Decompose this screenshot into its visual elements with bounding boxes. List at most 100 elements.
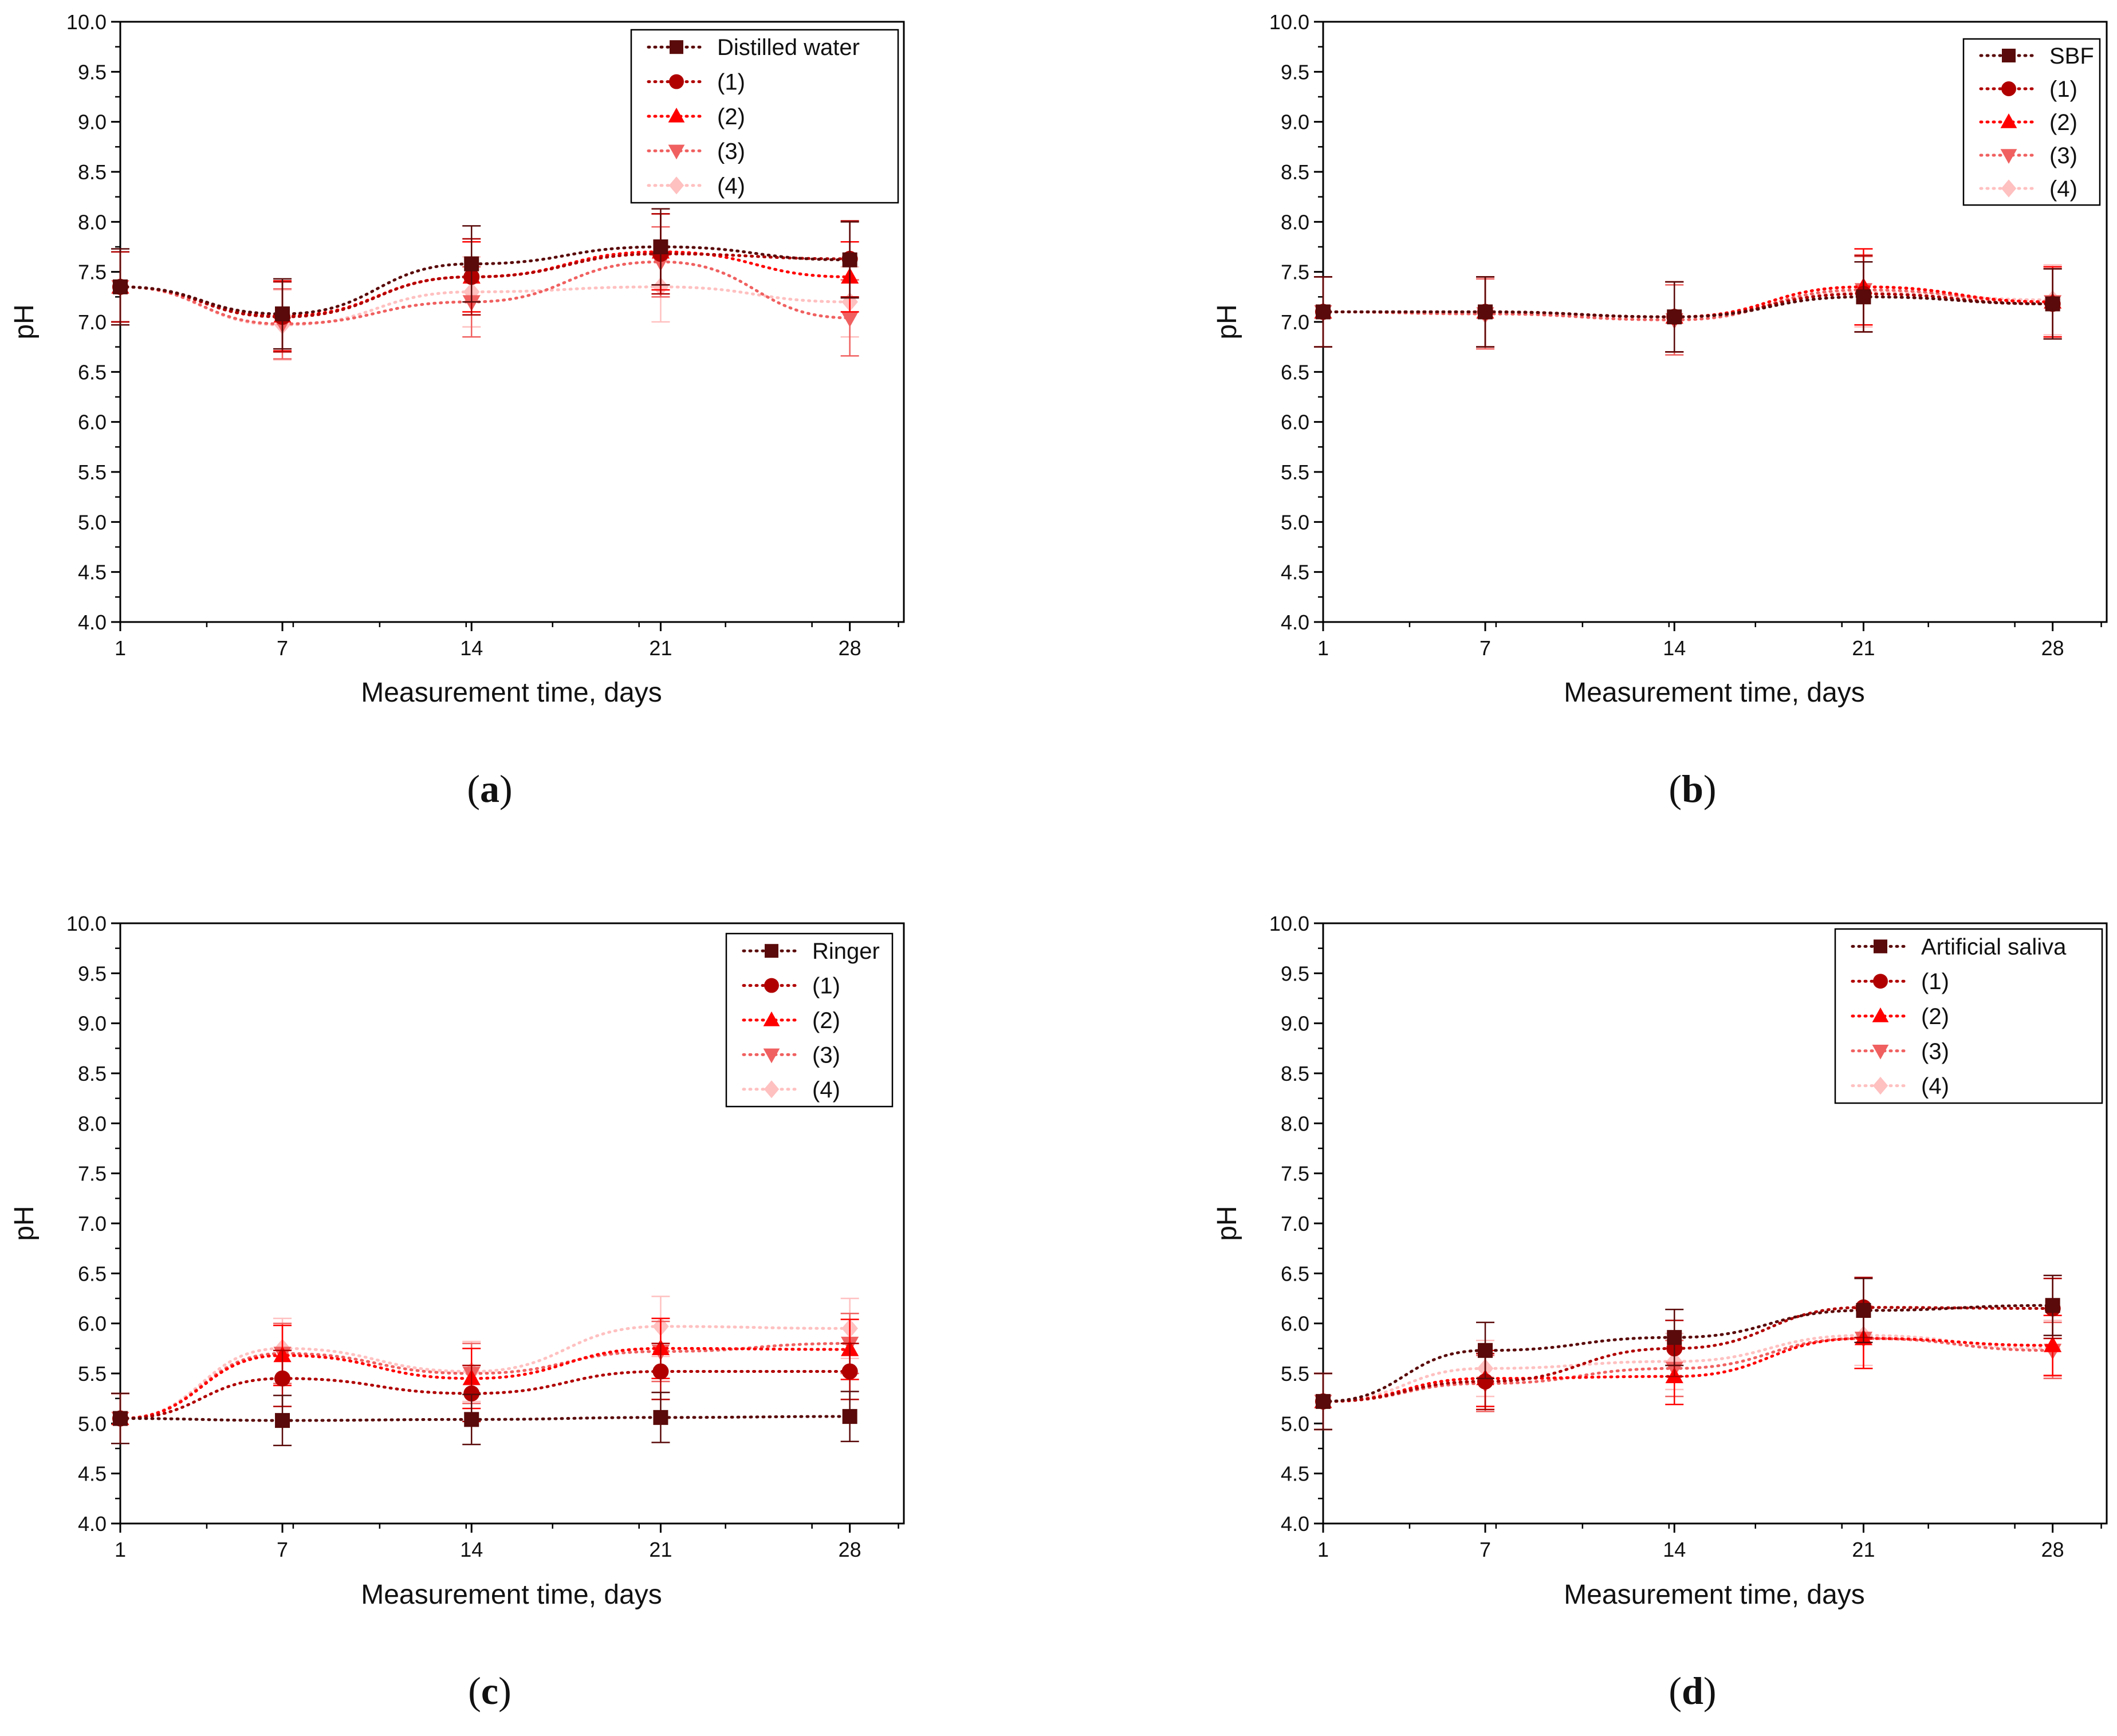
legend-marker (2001, 179, 2017, 198)
series-line (119, 245, 852, 316)
data-point (275, 1413, 290, 1428)
series-1 (1314, 1277, 2062, 1431)
panel-label-letter: a (480, 767, 499, 810)
y-tick-label: 4.5 (78, 1462, 107, 1486)
legend-label: Ringer (812, 939, 880, 964)
legend-item: (1) (742, 974, 840, 999)
legend-label: (3) (2049, 143, 2077, 168)
y-axis-title: pH (1212, 304, 1242, 339)
panel-label-close: ) (1703, 1669, 1717, 1713)
series-1 (111, 1343, 859, 1444)
data-point (113, 1411, 128, 1426)
legend-marker (2000, 113, 2017, 128)
series-line (119, 250, 852, 318)
data-point (1477, 1373, 1494, 1390)
y-tick-label: 8.5 (78, 160, 107, 184)
legend-marker (1873, 974, 1888, 989)
data-point (113, 279, 128, 294)
y-tick-label: 7.5 (78, 261, 107, 284)
legend-label: (3) (812, 1042, 840, 1068)
data-point (653, 239, 668, 254)
y-tick-label: 9.0 (1281, 111, 1309, 134)
series-1 (1314, 255, 2062, 353)
series-line (1321, 1334, 2055, 1403)
y-tick-label: 6.5 (1281, 360, 1309, 384)
data-point (1316, 1393, 1331, 1409)
series-line (119, 285, 852, 326)
y-tick-label: 6.0 (78, 1312, 107, 1336)
legend-label: Distilled water (717, 35, 860, 60)
panel-label-letter: c (481, 1669, 498, 1713)
series-3 (111, 1312, 859, 1444)
legend-marker (1872, 1045, 1889, 1060)
x-tick-label: 28 (839, 636, 861, 660)
data-point (1667, 1330, 1682, 1345)
panel-label-close: ) (1703, 767, 1717, 810)
panel-label-close: ) (499, 767, 513, 810)
series-line (119, 1415, 852, 1422)
x-tick-label: 28 (2041, 636, 2064, 660)
series-line (119, 1342, 852, 1420)
y-tick-label: 9.5 (78, 60, 107, 84)
data-point (653, 1410, 668, 1425)
y-tick-label: 5.5 (78, 1362, 107, 1385)
y-tick-label: 9.0 (1281, 1012, 1309, 1036)
x-axis-title: Measurement time, days (1564, 678, 1865, 708)
panel-label: (a) (467, 767, 512, 810)
series-4 (111, 1296, 859, 1444)
legend-item: (4) (647, 174, 745, 199)
legend-item: Distilled water (647, 35, 860, 60)
x-tick-label: 1 (115, 636, 126, 660)
legend-marker (668, 176, 684, 195)
x-tick-label: 14 (460, 636, 483, 660)
legend-label: (4) (812, 1077, 840, 1103)
legend-marker (1874, 939, 1887, 954)
legend-item: (3) (647, 139, 745, 164)
legend-label: (3) (1921, 1039, 1949, 1064)
legend-label: (1) (812, 974, 840, 999)
legend-label: Artificial saliva (1921, 934, 2067, 959)
panel-label-letter: d (1682, 1669, 1703, 1713)
legend: Distilled water (1) (2) (3) (4) (630, 29, 899, 204)
y-tick-label: 5.0 (1281, 1412, 1309, 1435)
legend-marker (763, 1011, 780, 1026)
y-tick-label: 8.0 (1281, 1112, 1309, 1135)
x-tick-label: 14 (460, 1538, 483, 1561)
y-tick-label: 8.5 (78, 1062, 107, 1085)
series-1 (111, 213, 859, 353)
x-tick-label: 7 (1479, 636, 1491, 660)
legend-item: (1) (1979, 77, 2077, 102)
y-tick-label: 7.0 (1281, 1212, 1309, 1235)
x-tick-label: 7 (1479, 1538, 1491, 1561)
y-tick-label: 10.0 (66, 912, 107, 935)
y-tick-label: 8.0 (1281, 210, 1309, 234)
x-tick-label: 28 (2041, 1538, 2064, 1561)
y-tick-label: 6.5 (78, 360, 107, 384)
legend: SBF (1) (2) (3) (4) (1962, 38, 2101, 206)
legend-item: Ringer (742, 939, 880, 964)
legend-item: (3) (1851, 1039, 1949, 1064)
legend-item: (2) (1851, 1004, 1949, 1029)
panel-label-close: ) (498, 1669, 511, 1713)
y-tick-label: 8.0 (78, 210, 107, 234)
y-tick-label: 9.5 (1281, 962, 1309, 985)
series-4 (111, 251, 859, 361)
legend-item: (1) (1851, 969, 1949, 994)
legend-item: (4) (742, 1077, 840, 1103)
panel-a: 4.0 4.5 5.0 5.5 6.0 6.5 7.0 7.5 8.0 8.5 9.0 9.5 10.0… (9, 10, 905, 810)
legend-marker (764, 1080, 780, 1099)
data-point (2044, 1336, 2062, 1352)
legend-marker (765, 944, 778, 958)
data-point (1478, 304, 1493, 320)
y-axis-title: pH (1212, 1206, 1242, 1241)
series-line (119, 1370, 852, 1420)
legend-marker (763, 1048, 780, 1064)
y-tick-label: 4.0 (1281, 1512, 1309, 1536)
data-point (2045, 1298, 2060, 1313)
data-point (1856, 289, 1871, 305)
series-3 (1314, 254, 2062, 356)
y-tick-label: 6.5 (78, 1262, 107, 1285)
y-tick-label: 10.0 (66, 10, 107, 34)
legend-label: (2) (717, 104, 745, 129)
panel-label-letter: b (1682, 767, 1703, 810)
